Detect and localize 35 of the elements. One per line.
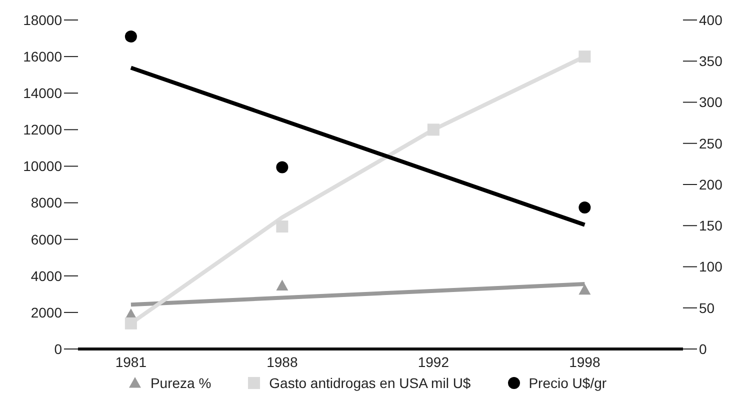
legend-label: Pureza % [150, 375, 212, 391]
y2-tick-label: 200 [699, 176, 723, 192]
x-tick-label: 1998 [569, 354, 600, 370]
x-tick-label: 1988 [266, 354, 298, 370]
point [578, 50, 591, 63]
y2-tick-label: 350 [699, 53, 723, 70]
y-tick-label: 4000 [30, 268, 62, 284]
point [124, 30, 137, 42]
x-tick-label: 1981 [115, 354, 147, 370]
legend-label: Precio U$/gr [528, 375, 607, 391]
y2-tick-label: 300 [699, 94, 723, 110]
point [578, 284, 591, 295]
legend-label: Gasto antidrogas en USA mil U$ [269, 375, 471, 391]
y2-tick-label: 150 [699, 218, 723, 234]
point [276, 220, 288, 233]
y2-tick-label: 400 [699, 12, 723, 28]
y-tick-label: 10000 [23, 158, 62, 174]
x-tick-label: 1992 [418, 354, 450, 370]
y-tick-label: 8000 [30, 194, 62, 211]
y-tick-label: 12000 [23, 122, 62, 138]
y2-tick-label: 250 [699, 135, 723, 152]
y-tick-label: 2000 [30, 304, 62, 320]
point [276, 161, 288, 174]
y-tick-label: 18000 [23, 12, 62, 28]
y-tick-label: 6000 [30, 231, 62, 248]
y-tick-label: 0 [54, 340, 62, 357]
y-tick-label: 14000 [23, 85, 62, 102]
point [124, 317, 137, 330]
point [578, 202, 591, 214]
point [276, 280, 288, 290]
y-tick-label: 16000 [23, 48, 62, 65]
point [427, 124, 440, 136]
y2-tick-label: 0 [699, 340, 707, 357]
y2-tick-label: 50 [699, 300, 715, 316]
y2-tick-label: 100 [699, 258, 723, 275]
